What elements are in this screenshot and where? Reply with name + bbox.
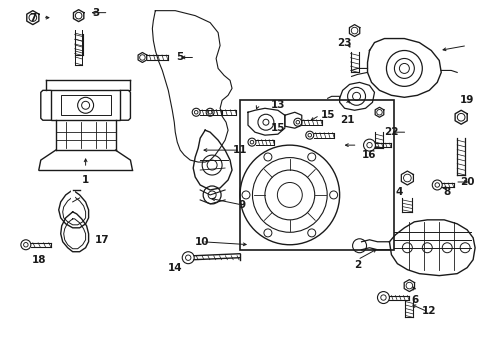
Text: 19: 19 bbox=[460, 95, 474, 105]
Text: 17: 17 bbox=[95, 235, 110, 245]
Text: 8: 8 bbox=[443, 187, 451, 197]
Text: 15: 15 bbox=[270, 123, 285, 133]
Text: 15: 15 bbox=[320, 110, 335, 120]
Bar bbox=[61, 95, 111, 115]
Text: 10: 10 bbox=[195, 237, 209, 247]
Text: 21: 21 bbox=[341, 115, 355, 125]
Text: 16: 16 bbox=[362, 150, 377, 160]
Text: 5: 5 bbox=[176, 53, 184, 63]
Bar bbox=[240, 100, 394, 250]
Text: 12: 12 bbox=[422, 306, 437, 316]
Text: 2: 2 bbox=[354, 260, 361, 270]
Text: 3: 3 bbox=[92, 8, 99, 18]
Text: 18: 18 bbox=[31, 255, 46, 265]
Text: 9: 9 bbox=[239, 200, 245, 210]
Text: 14: 14 bbox=[168, 263, 183, 273]
Text: 11: 11 bbox=[233, 145, 247, 155]
Text: 4: 4 bbox=[396, 187, 403, 197]
Text: 13: 13 bbox=[270, 100, 285, 110]
Text: 1: 1 bbox=[82, 175, 89, 185]
Bar bbox=[51, 90, 121, 120]
Text: 22: 22 bbox=[384, 127, 399, 137]
Text: 7: 7 bbox=[29, 13, 37, 23]
Text: 20: 20 bbox=[460, 177, 474, 187]
Text: 6: 6 bbox=[412, 294, 419, 305]
Text: 23: 23 bbox=[337, 37, 352, 48]
